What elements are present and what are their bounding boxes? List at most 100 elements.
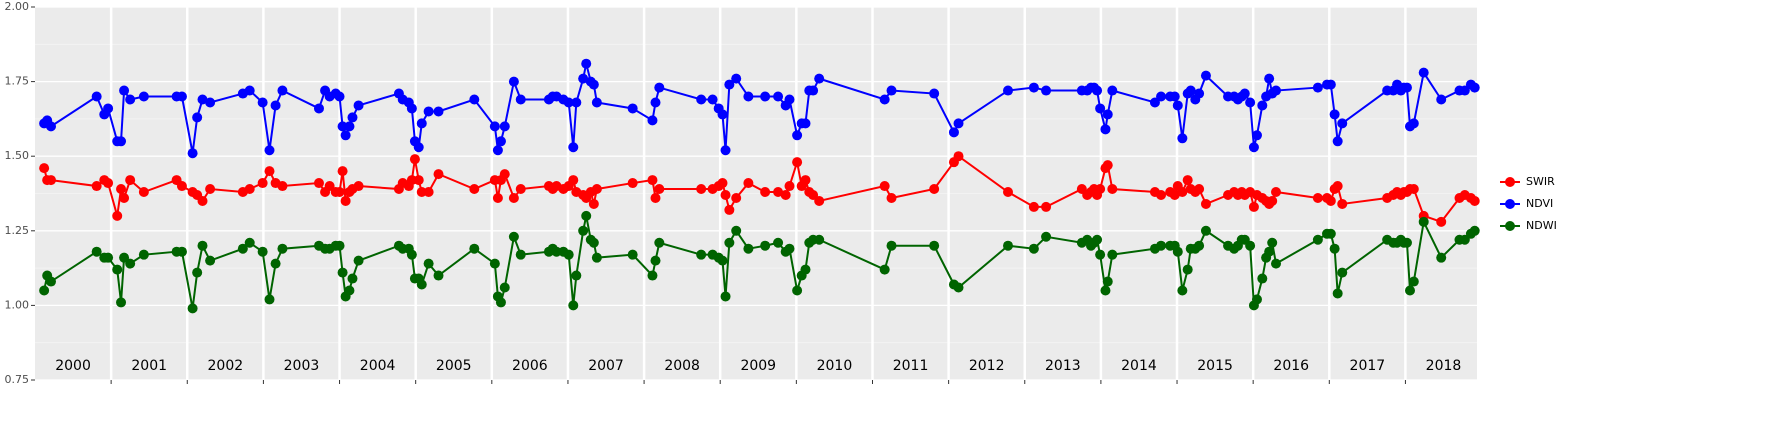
data-point [1408,184,1419,195]
data-point [1337,118,1348,129]
data-point [1092,234,1103,245]
data-point [1332,181,1343,192]
data-point [176,91,187,102]
data-point [929,240,940,251]
data-point [581,210,592,221]
data-point [495,297,506,308]
data-point [717,255,728,266]
data-point [886,192,897,203]
year-label: 2009 [740,358,776,374]
year-label: 2014 [1121,358,1157,374]
data-point [489,258,500,269]
year-label: 2002 [208,358,244,374]
data-point [433,270,444,281]
y-tick-label: 0.75 [5,373,30,386]
data-point [353,181,364,192]
data-point [313,178,324,189]
data-point [353,100,364,111]
data-point [244,85,255,96]
year-label: 2013 [1045,358,1081,374]
data-point [696,94,707,105]
data-point [112,264,123,275]
data-point [103,103,114,114]
data-point [814,195,825,206]
data-point [495,136,506,147]
data-point [469,243,480,254]
data-point [1271,187,1282,198]
data-point [1194,88,1205,99]
data-point [508,231,519,242]
data-point [423,258,434,269]
data-point [568,175,579,186]
data-point [499,169,510,180]
data-point [581,58,592,69]
data-point [416,118,427,129]
year-label: 2007 [588,358,624,374]
data-point [1436,252,1447,263]
data-point [627,178,638,189]
data-point [1041,201,1052,212]
data-point [257,97,268,108]
legend-marker [1505,199,1515,209]
data-point [743,178,754,189]
data-point [244,184,255,195]
data-point [879,264,890,275]
data-point [1325,228,1336,239]
data-point [1245,97,1256,108]
data-point [192,112,203,123]
data-point [1271,258,1282,269]
data-point [257,246,268,257]
data-point [1401,237,1412,248]
data-point [731,225,742,236]
data-point [808,85,819,96]
data-point [103,178,114,189]
data-point [800,264,811,275]
data-point [1028,201,1039,212]
data-point [650,192,661,203]
data-point [1264,73,1275,84]
data-point [334,187,345,198]
data-point [792,285,803,296]
data-point [720,145,731,156]
data-point [423,187,434,198]
data-point [413,175,424,186]
data-point [1185,85,1196,96]
data-point [724,237,735,248]
data-point [731,192,742,203]
legend-label: SWIR [1526,175,1555,188]
data-point [1257,100,1268,111]
data-point [1312,234,1323,245]
data-point [264,166,275,177]
data-point [257,178,268,189]
data-point [347,273,358,284]
data-point [45,121,56,132]
data-point [647,115,658,126]
data-point [176,181,187,192]
year-label: 2016 [1273,358,1309,374]
data-point [650,97,661,108]
data-point [814,73,825,84]
data-point [886,85,897,96]
data-point [469,184,480,195]
data-point [647,175,658,186]
data-point [205,255,216,266]
data-point [416,187,427,198]
data-point [717,109,728,120]
data-point [1107,184,1118,195]
data-point [337,166,348,177]
data-point [1182,264,1193,275]
data-point [578,73,589,84]
data-point [1156,240,1167,251]
data-point [654,184,665,195]
data-point [773,237,784,248]
data-point [724,204,735,215]
data-point [39,163,50,174]
data-point [1095,103,1106,114]
data-point [731,73,742,84]
year-label: 2017 [1350,358,1386,374]
data-point [654,237,665,248]
data-point [780,189,791,200]
data-point [337,267,348,278]
data-point [1436,216,1447,227]
year-label: 2000 [55,358,91,374]
